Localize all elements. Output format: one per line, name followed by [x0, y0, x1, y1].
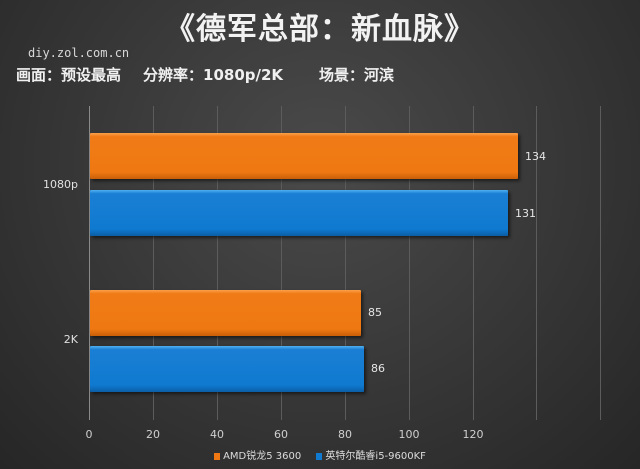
legend-label: AMD锐龙5 3600: [223, 451, 302, 462]
gridline: [345, 106, 346, 420]
x-tick-label: 60: [274, 428, 288, 441]
legend-item-intel: 英特尔酷睿i5-9600KF: [316, 447, 426, 462]
y-axis-line: [89, 106, 90, 420]
legend-swatch-orange-icon: [214, 452, 221, 460]
setting-scene: 场景：河滨: [319, 66, 395, 84]
source-watermark: diy.zol.com.cn: [28, 46, 130, 60]
bar-intel-2k: [90, 346, 364, 392]
bar-amd-2k: [90, 290, 361, 336]
chart-legend: AMD锐龙5 3600 英特尔酷睿i5-9600KF: [0, 447, 640, 462]
test-settings: 画面：预设最高 分辨率：1080p/2K 场景：河滨: [16, 64, 416, 85]
x-tick-label: 100: [398, 428, 420, 441]
gridline: [281, 106, 282, 420]
legend-swatch-blue-icon: [316, 452, 323, 460]
bar-intel-1080p: [90, 190, 508, 236]
x-tick-label: 0: [85, 428, 93, 441]
x-tick-label: 80: [338, 428, 352, 441]
bar-amd-1080p: [90, 133, 518, 179]
value-label-intel-1080p: 131: [515, 207, 536, 220]
x-tick-label: 120: [462, 428, 484, 441]
gridline: [536, 106, 537, 420]
chart-title: 《德军总部：新血脉》: [165, 12, 475, 47]
setting-resolution: 分辨率：1080p/2K: [143, 66, 284, 84]
value-label-amd-2k: 85: [368, 306, 382, 319]
gridline: [153, 106, 154, 420]
legend-item-amd: AMD锐龙5 3600: [214, 447, 301, 462]
x-tick-label: 40: [210, 428, 224, 441]
category-label-1080p: 1080p: [43, 178, 78, 191]
gridline: [409, 106, 410, 420]
x-tick-label: 20: [146, 428, 160, 441]
category-label-2k: 2K: [63, 333, 78, 346]
legend-label: 英特尔酷睿i5-9600KF: [325, 451, 426, 462]
gridline: [217, 106, 218, 420]
gridline: [600, 106, 601, 420]
value-label-amd-1080p: 134: [525, 150, 546, 163]
setting-quality: 画面：预设最高: [16, 66, 122, 84]
gridline: [473, 106, 474, 420]
value-label-intel-2k: 86: [371, 362, 385, 375]
